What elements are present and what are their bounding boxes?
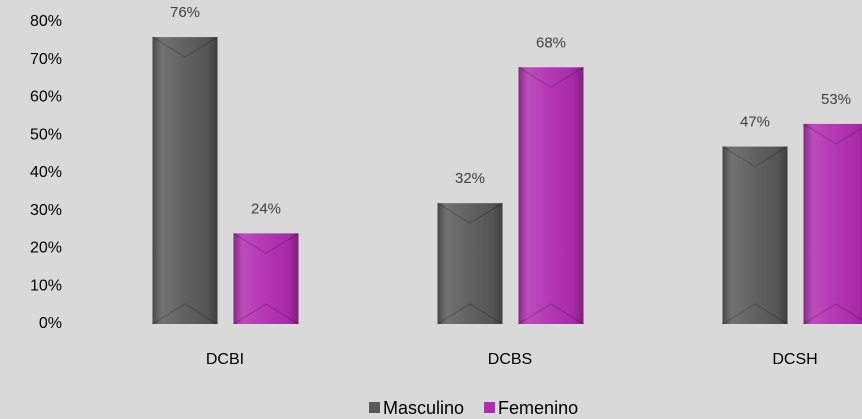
bar-bevel bbox=[803, 123, 862, 145]
value-label: 32% bbox=[455, 170, 485, 187]
bar-bevel bbox=[722, 303, 788, 325]
y-tick-label: 30% bbox=[30, 202, 62, 219]
value-label: 76% bbox=[170, 4, 200, 21]
value-label: 24% bbox=[251, 200, 281, 217]
bar bbox=[437, 203, 503, 324]
bar bbox=[152, 37, 218, 324]
legend-label: Masculino bbox=[383, 398, 464, 418]
legend-label: Femenino bbox=[498, 398, 578, 418]
bar bbox=[233, 233, 299, 324]
bar bbox=[803, 123, 862, 324]
x-tick-label: DCSH bbox=[772, 351, 817, 368]
bar-bevel bbox=[722, 146, 788, 168]
bar-bevel bbox=[803, 303, 862, 325]
legend-swatch bbox=[369, 402, 380, 413]
bar bbox=[722, 146, 788, 324]
bar-bevel bbox=[437, 202, 503, 224]
bar-bevel bbox=[518, 66, 584, 88]
y-tick-label: 40% bbox=[30, 164, 62, 181]
x-tick-label: DCBI bbox=[206, 351, 244, 368]
bar-bevel bbox=[152, 303, 218, 325]
value-label: 47% bbox=[740, 114, 770, 131]
y-tick-label: 20% bbox=[30, 240, 62, 257]
bar bbox=[518, 67, 584, 325]
legend-swatch bbox=[484, 402, 496, 413]
bar-bevel bbox=[437, 303, 503, 325]
bar-bevel bbox=[233, 232, 299, 254]
value-label: 68% bbox=[536, 34, 566, 51]
bar-bevel bbox=[233, 303, 299, 325]
value-label: 53% bbox=[821, 91, 851, 108]
y-tick-label: 60% bbox=[30, 89, 62, 106]
bar-bevel bbox=[518, 303, 584, 325]
y-tick-label: 10% bbox=[30, 277, 62, 294]
x-tick-label: DCBS bbox=[488, 351, 532, 368]
y-tick-label: 50% bbox=[30, 126, 62, 143]
y-tick-label: 0% bbox=[39, 315, 62, 332]
bar-bevel bbox=[152, 36, 218, 58]
y-tick-label: 70% bbox=[30, 51, 62, 68]
y-tick-label: 80% bbox=[30, 13, 62, 30]
